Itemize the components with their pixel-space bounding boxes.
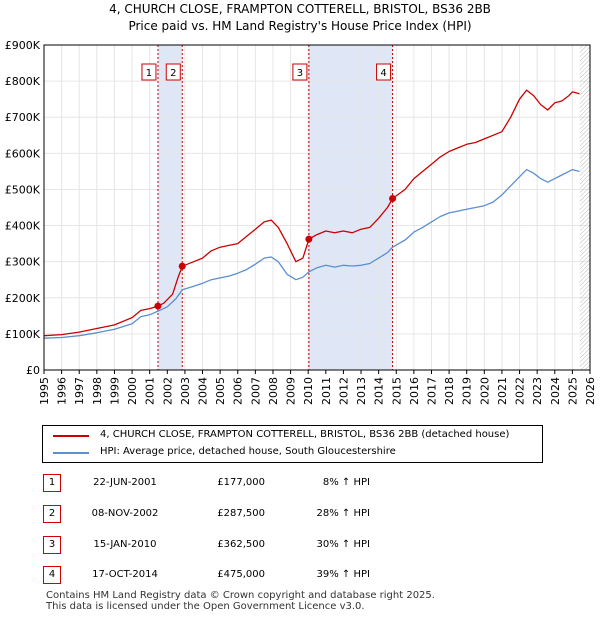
- transaction-price: £287,500: [217, 508, 265, 519]
- transaction-hpi: 28% ↑ HPI: [316, 508, 370, 519]
- x-tick-label: 2000: [126, 377, 139, 405]
- y-tick-label: £300K: [5, 256, 41, 269]
- sale-marker-badge: [292, 63, 308, 81]
- x-tick-label: 2019: [461, 377, 474, 405]
- transaction-row: 3 15-JAN-2010 £362,500 30% ↑ HPI: [0, 536, 600, 556]
- sale-marker-badge: [141, 63, 157, 81]
- x-tick-label: 2015: [390, 377, 403, 405]
- x-tick-label: 2002: [161, 377, 174, 405]
- legend-label-hpi: HPI: Average price, detached house, Sout…: [100, 446, 396, 457]
- x-tick-label: 2009: [285, 377, 298, 405]
- x-tick-label: 2016: [408, 377, 421, 405]
- sale-point: [389, 194, 397, 202]
- x-tick-label: 2022: [514, 377, 527, 405]
- x-tick-label: 2020: [478, 377, 491, 405]
- sale-marker-badge: [165, 63, 181, 81]
- x-tick-label: 1998: [91, 377, 104, 405]
- x-tick-label: 2018: [443, 377, 456, 405]
- x-tick-label: 2025: [566, 377, 579, 405]
- x-tick-label: 2007: [249, 377, 262, 405]
- legend: 4, CHURCH CLOSE, FRAMPTON COTTERELL, BRI…: [42, 425, 543, 463]
- transaction-badge: 4: [43, 566, 61, 584]
- transaction-price: £177,000: [217, 477, 265, 488]
- hpi-line: [43, 168, 580, 339]
- transaction-hpi: 30% ↑ HPI: [316, 539, 370, 550]
- y-tick-label: £200K: [5, 292, 41, 305]
- x-tick-label: 2023: [531, 377, 544, 405]
- footer-license: This data is licensed under the Open Gov…: [46, 601, 365, 612]
- x-tick-label: 2010: [302, 377, 315, 405]
- forecast-region: [579, 45, 590, 370]
- y-tick-label: £0: [26, 364, 40, 377]
- y-tick-label: £600K: [5, 147, 41, 160]
- transaction-price: £362,500: [217, 539, 265, 550]
- y-tick-label: £800K: [5, 75, 41, 88]
- x-tick-label: 2011: [320, 377, 333, 405]
- transaction-row: 2 08-NOV-2002 £287,500 28% ↑ HPI: [0, 505, 600, 525]
- transaction-date: 22-JUN-2001: [93, 477, 157, 488]
- shaded-band: [308, 45, 393, 370]
- chart-subtitle: Price paid vs. HM Land Registry's House …: [128, 19, 472, 33]
- y-tick-label: £400K: [5, 220, 41, 233]
- sale-point: [305, 235, 313, 243]
- x-tick-label: 2008: [267, 377, 280, 405]
- x-tick-label: 1997: [73, 377, 86, 405]
- transaction-date: 15-JAN-2010: [93, 539, 157, 550]
- x-tick-label: 2014: [373, 377, 386, 405]
- legend-label-property: 4, CHURCH CLOSE, FRAMPTON COTTERELL, BRI…: [100, 429, 510, 440]
- sale-point: [178, 262, 186, 270]
- transaction-badge: 3: [43, 536, 61, 554]
- shaded-band: [157, 45, 183, 370]
- x-tick-label: 1995: [38, 377, 51, 405]
- sale-marker-number: 3: [297, 68, 303, 79]
- x-tick-label: 2024: [549, 377, 562, 405]
- price-chart: £0 £100K £200K £300K £400K £500K £600K £700K £80…: [5, 39, 597, 405]
- x-tick-label: 2013: [355, 377, 368, 405]
- legend-swatch-hpi: [53, 452, 89, 454]
- y-tick-label: £100K: [5, 328, 41, 341]
- y-tick-label: £700K: [5, 111, 41, 124]
- legend-swatch-property: [53, 435, 89, 437]
- transaction-price: £475,000: [217, 569, 265, 580]
- transaction-hpi: 8% ↑ HPI: [322, 477, 370, 488]
- x-tick-label: 2005: [214, 377, 227, 405]
- transaction-badge: 1: [43, 474, 61, 492]
- sale-point: [154, 302, 162, 310]
- x-tick-label: 2012: [337, 377, 350, 405]
- x-tick-label: 2001: [144, 377, 157, 405]
- transaction-date: 17-OCT-2014: [92, 569, 158, 580]
- x-tick-label: 2003: [179, 377, 192, 405]
- footer-copyright: Contains HM Land Registry data © Crown c…: [46, 590, 435, 601]
- x-tick-label: 2004: [197, 377, 210, 405]
- x-tick-label: 2026: [584, 377, 597, 405]
- chart-title: 4, CHURCH CLOSE, FRAMPTON COTTERELL, BRI…: [109, 2, 491, 16]
- sale-marker-number: 4: [380, 68, 386, 79]
- y-tick-label: £500K: [5, 183, 41, 196]
- y-tick-label: £900K: [5, 39, 41, 52]
- transaction-date: 08-NOV-2002: [91, 508, 159, 519]
- x-tick-label: 1999: [108, 377, 121, 405]
- sale-marker-number: 1: [146, 68, 152, 79]
- x-tick-label: 2006: [232, 377, 245, 405]
- plot-frame: [43, 44, 591, 371]
- transaction-hpi: 39% ↑ HPI: [316, 569, 370, 580]
- transaction-badge: 2: [43, 505, 61, 523]
- sale-marker-badge: [376, 63, 392, 81]
- transaction-row: 1 22-JUN-2001 £177,000 8% ↑ HPI: [0, 474, 600, 494]
- x-tick-label: 2017: [425, 377, 438, 405]
- transaction-row: 4 17-OCT-2014 £475,000 39% ↑ HPI: [0, 566, 600, 586]
- x-tick-label: 1996: [56, 377, 69, 405]
- sale-marker-number: 2: [170, 68, 176, 79]
- x-tick-label: 2021: [496, 377, 509, 405]
- property-price-line: [43, 89, 580, 337]
